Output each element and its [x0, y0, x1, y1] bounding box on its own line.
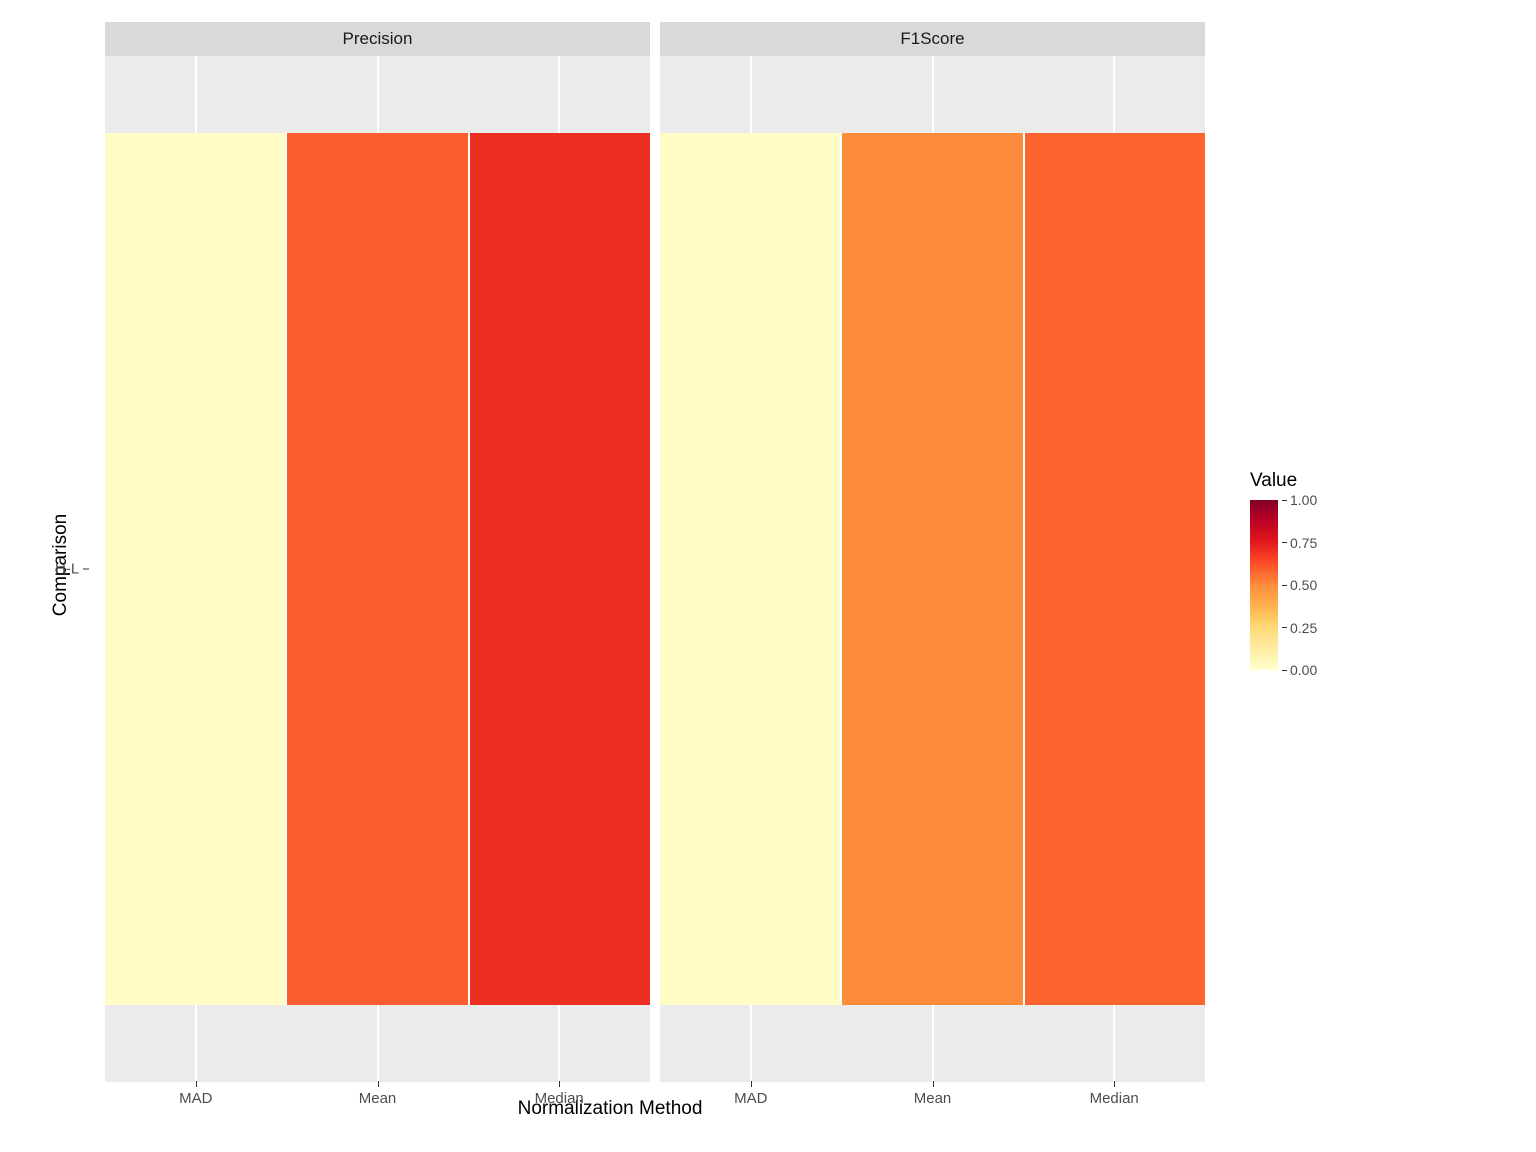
heatmap-cell: [469, 133, 650, 1005]
heatmap-row: [105, 133, 650, 1005]
heatmap-row: [660, 133, 1205, 1005]
x-tick-label: Mean: [914, 1090, 952, 1107]
facet-panel: MAD Mean Median: [660, 56, 1205, 1082]
facet-precision: Precision H-L: [105, 22, 650, 1082]
heatmap-cell: [1024, 133, 1205, 1005]
legend: Value 0.000.250.500.751.00: [1250, 470, 1450, 670]
legend-tick-label: 0.25: [1290, 620, 1317, 636]
x-tick-label: MAD: [179, 1090, 212, 1107]
legend-tick-label: 1.00: [1290, 492, 1317, 508]
legend-tick: 0.50: [1282, 577, 1317, 593]
heatmap-cell: [286, 133, 468, 1005]
heatmap-cell: [105, 133, 286, 1005]
x-tick-label: Median: [535, 1090, 584, 1107]
legend-body: 0.000.250.500.751.00: [1250, 500, 1450, 670]
x-tick-label: Mean: [359, 1090, 397, 1107]
x-ticks: MAD Mean Median: [105, 1082, 650, 1110]
y-tick: H-L: [55, 561, 89, 578]
facet-f1score: F1Score MAD Mean Median: [660, 22, 1205, 1082]
chart-container: Comparison Normalization Method Precisio…: [10, 10, 1210, 1120]
y-tick-label: H-L: [55, 561, 79, 578]
heatmap-cell: [841, 133, 1023, 1005]
legend-tick-label: 0.50: [1290, 577, 1317, 593]
heatmap-cell: [660, 133, 841, 1005]
facet-panel: H-L MAD Mean Median: [105, 56, 650, 1082]
legend-tick: 0.25: [1282, 620, 1317, 636]
legend-tick: 0.75: [1282, 535, 1317, 551]
legend-tick: 0.00: [1282, 662, 1317, 678]
legend-tick-label: 0.00: [1290, 662, 1317, 678]
x-ticks: MAD Mean Median: [660, 1082, 1205, 1110]
x-tick-label: Median: [1090, 1090, 1139, 1107]
legend-tick-label: 0.75: [1290, 535, 1317, 551]
facet-strip: F1Score: [660, 22, 1205, 56]
plot-area: Precision H-L: [105, 22, 1205, 1082]
facet-strip: Precision: [105, 22, 650, 56]
colorbar: [1250, 500, 1278, 670]
x-tick-label: MAD: [734, 1090, 767, 1107]
legend-tick: 1.00: [1282, 492, 1317, 508]
facets: Precision H-L: [105, 22, 1205, 1082]
legend-title: Value: [1250, 470, 1450, 492]
